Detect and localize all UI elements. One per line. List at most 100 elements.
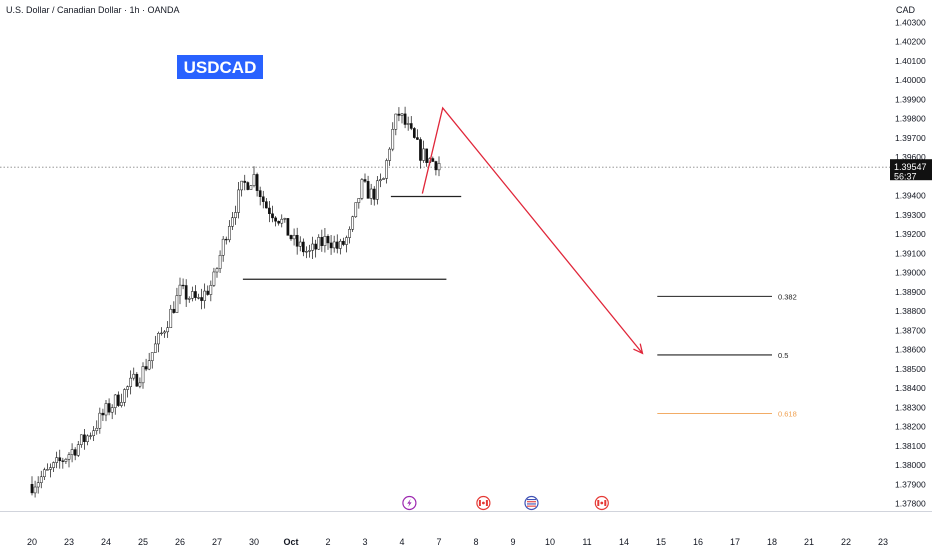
candle-body	[64, 458, 68, 462]
candle-body	[403, 113, 407, 125]
candle-body	[286, 218, 290, 236]
x-tick-label: 4	[399, 537, 404, 547]
lightning-glyph	[407, 499, 412, 507]
projection-path[interactable]	[421, 106, 644, 354]
x-tick-label: 11	[582, 537, 591, 547]
candle-body	[305, 251, 308, 253]
candle-body	[138, 382, 142, 387]
candle-body	[203, 290, 207, 301]
lightning-icon[interactable]	[402, 495, 417, 511]
candle-body	[141, 366, 145, 384]
candle-body	[123, 389, 126, 403]
support-lines	[242, 195, 462, 280]
candle-body	[98, 412, 102, 429]
candle-body	[258, 190, 262, 197]
candle-body	[283, 218, 287, 220]
candle-body	[39, 476, 43, 483]
candle-body	[357, 198, 361, 203]
x-tick-label: 7	[436, 537, 441, 547]
us-flag-icon[interactable]	[524, 495, 539, 511]
flag-band-left	[478, 500, 481, 506]
x-tick-label: 9	[510, 537, 515, 547]
candle-body	[351, 216, 355, 230]
candle-body	[83, 434, 86, 442]
candle-body	[249, 185, 253, 190]
flag-band-left	[597, 500, 600, 506]
candle-body	[67, 454, 71, 460]
flag-leaf	[600, 501, 604, 505]
candle-body	[345, 237, 348, 245]
y-tick-label: 1.39900	[895, 94, 926, 104]
candle-body	[419, 139, 422, 161]
candle-body	[348, 229, 351, 238]
y-tick-label: 1.39000	[895, 268, 926, 278]
candle-body	[277, 220, 281, 224]
x-tick-label: 23	[64, 537, 74, 547]
symbol-badge: USDCAD	[177, 55, 263, 79]
candle-body	[292, 234, 296, 240]
candle-body	[237, 189, 240, 213]
event-markers[interactable]	[402, 495, 609, 511]
event-marker-ring	[524, 495, 539, 511]
y-tick-label: 1.40000	[895, 75, 926, 85]
flag-stripe	[527, 503, 536, 505]
y-tick-label: 1.38300	[895, 402, 926, 412]
x-tick-label: 14	[619, 537, 629, 547]
candle-body	[227, 226, 231, 241]
price-tag: 1.39547 56:37	[890, 159, 932, 182]
candle-body	[382, 178, 385, 180]
candle-body	[113, 394, 117, 408]
candle-body	[295, 234, 299, 247]
candle-body	[73, 449, 77, 456]
candle-body	[335, 241, 339, 249]
canada-flag-icon[interactable]	[594, 495, 609, 511]
candle-body	[326, 236, 330, 244]
candle-body	[61, 460, 65, 462]
time-axis[interactable]: 20 23 24 25 26 27 30 Oct 2 3 4 7 8 9 10 11 14 15 16 17 18 21 2…	[27, 537, 888, 547]
candle-body	[166, 327, 170, 333]
candle-body	[147, 360, 151, 370]
candle-body	[178, 284, 182, 296]
y-tick-label: 1.37900	[895, 479, 926, 489]
candle-body	[33, 486, 37, 494]
candle-body	[144, 366, 148, 370]
candle-body	[209, 285, 213, 295]
canada-flag-icon[interactable]	[476, 495, 491, 511]
candle-body	[126, 386, 129, 390]
candle-body	[268, 207, 271, 214]
candles	[30, 106, 441, 498]
y-tick-label: 1.39700	[895, 133, 926, 143]
y-tick-label: 1.38400	[895, 383, 926, 393]
x-tick-label: 26	[175, 537, 185, 547]
x-tick-label: 16	[693, 537, 703, 547]
candle-body	[342, 240, 345, 245]
candle-body	[58, 457, 62, 462]
candle-body	[135, 373, 139, 387]
currency-label: CAD	[896, 5, 916, 15]
x-tick-label: 3	[362, 537, 367, 547]
symbol-title: U.S. Dollar / Canadian Dollar · 1h · OAN…	[6, 5, 180, 15]
candle-body	[184, 285, 188, 300]
candle-body	[46, 469, 49, 471]
candle-body	[42, 469, 46, 478]
candle-body	[409, 123, 413, 129]
candle-body	[70, 449, 74, 455]
y-tick-label: 1.38600	[895, 345, 926, 355]
price-axis[interactable]: 1.37800 1.37900 1.38000 1.38100 1.38200 1.383…	[895, 17, 926, 508]
candle-body	[86, 435, 89, 442]
y-tick-label: 1.39800	[895, 114, 926, 124]
candle-body	[311, 243, 314, 251]
candle-body	[289, 235, 293, 240]
y-tick-label: 1.40200	[895, 37, 926, 47]
candle-body	[190, 291, 194, 299]
x-tick-label: 20	[27, 537, 37, 547]
y-tick-label: 1.39100	[895, 248, 926, 258]
candle-body	[434, 161, 438, 171]
candle-body	[317, 237, 321, 250]
candle-body	[89, 435, 92, 437]
projection-arrowhead	[633, 343, 644, 355]
candle-body	[369, 188, 373, 199]
candle-body	[261, 196, 265, 202]
candle-body	[120, 402, 123, 406]
